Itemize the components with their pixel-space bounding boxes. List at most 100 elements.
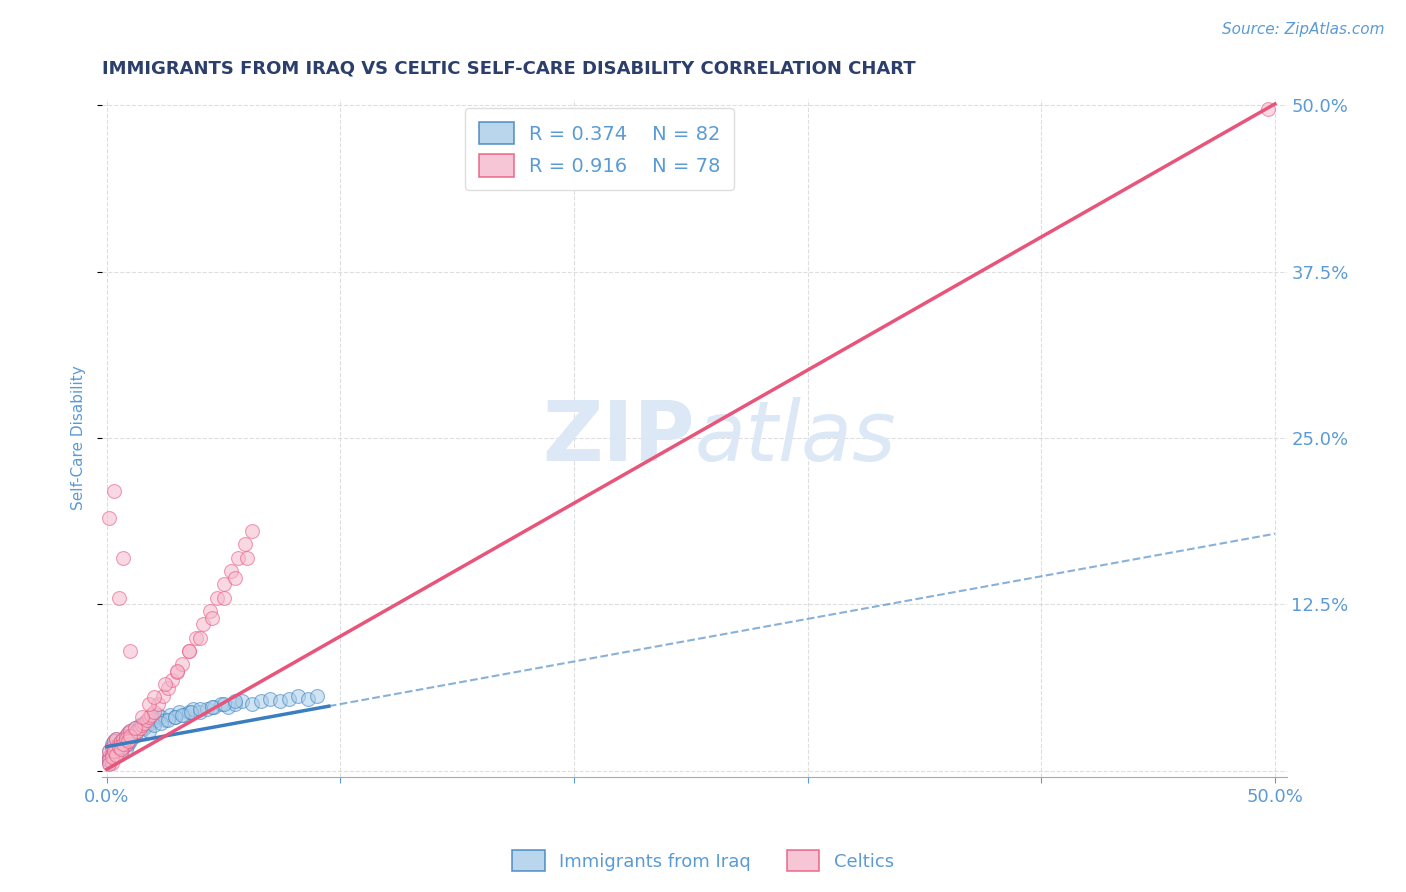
Point	[120, 731, 142, 746]
Point	[142, 710, 165, 724]
Point	[224, 694, 246, 708]
Point	[170, 657, 193, 672]
Point	[231, 694, 253, 708]
Point	[107, 742, 129, 756]
Point	[166, 664, 188, 678]
Point	[177, 644, 200, 658]
Point	[148, 707, 170, 722]
Point	[131, 718, 153, 732]
Point	[127, 723, 149, 738]
Point	[155, 713, 177, 727]
Point	[100, 756, 122, 770]
Point	[120, 734, 142, 748]
Point	[162, 673, 184, 687]
Point	[120, 729, 142, 743]
Point	[170, 707, 193, 722]
Point	[198, 604, 221, 618]
Point	[114, 737, 136, 751]
Point	[98, 750, 121, 764]
Point	[149, 715, 172, 730]
Point	[240, 697, 263, 711]
Point	[114, 729, 136, 743]
Point	[128, 718, 150, 732]
Point	[98, 753, 121, 767]
Point	[117, 734, 139, 748]
Point	[98, 743, 121, 757]
Point	[124, 721, 146, 735]
Point	[110, 745, 132, 759]
Point	[166, 665, 188, 679]
Point	[141, 707, 163, 722]
Text: Source: ZipAtlas.com: Source: ZipAtlas.com	[1222, 22, 1385, 37]
Point	[202, 699, 225, 714]
Point	[120, 729, 142, 743]
Point	[138, 697, 160, 711]
Point	[201, 699, 224, 714]
Point	[145, 713, 167, 727]
Point	[110, 742, 132, 756]
Point	[100, 739, 122, 754]
Point	[103, 750, 125, 764]
Point	[163, 710, 186, 724]
Point	[217, 699, 239, 714]
Point	[107, 742, 129, 756]
Point	[134, 715, 156, 730]
Point	[307, 689, 329, 703]
Point	[112, 737, 135, 751]
Point	[278, 691, 301, 706]
Point	[105, 747, 128, 762]
Point	[138, 710, 160, 724]
Point	[155, 677, 177, 691]
Point	[112, 550, 135, 565]
Point	[117, 726, 139, 740]
Point	[135, 718, 157, 732]
Point	[128, 721, 150, 735]
Point	[224, 697, 246, 711]
Point	[107, 739, 129, 754]
Point	[152, 689, 174, 703]
Point	[112, 739, 135, 754]
Point	[191, 617, 214, 632]
Point	[177, 705, 200, 719]
Point	[107, 591, 129, 605]
Point	[156, 713, 179, 727]
Legend: Immigrants from Iraq, Celtics: Immigrants from Iraq, Celtics	[505, 843, 901, 879]
Point	[131, 710, 153, 724]
Point	[163, 710, 186, 724]
Point	[98, 756, 121, 770]
Point	[114, 734, 136, 748]
Point	[212, 577, 235, 591]
Point	[259, 691, 281, 706]
Point	[98, 750, 121, 764]
Point	[195, 702, 218, 716]
Point	[120, 644, 142, 658]
Point	[100, 737, 122, 751]
Point	[188, 705, 211, 719]
Point	[177, 644, 200, 658]
Point	[127, 723, 149, 738]
Point	[100, 750, 122, 764]
Point	[124, 726, 146, 740]
Point	[131, 721, 153, 735]
Y-axis label: Self-Care Disability: Self-Care Disability	[72, 366, 86, 510]
Point	[107, 737, 129, 751]
Point	[297, 691, 319, 706]
Point	[148, 697, 170, 711]
Point	[181, 702, 204, 716]
Point	[117, 726, 139, 740]
Point	[105, 747, 128, 762]
Text: IMMIGRANTS FROM IRAQ VS CELTIC SELF-CARE DISABILITY CORRELATION CHART: IMMIGRANTS FROM IRAQ VS CELTIC SELF-CARE…	[103, 60, 915, 78]
Point	[128, 726, 150, 740]
Point	[117, 731, 139, 746]
Point	[103, 742, 125, 756]
Point	[110, 745, 132, 759]
Point	[149, 710, 172, 724]
Point	[98, 756, 121, 771]
Point	[250, 694, 273, 708]
Point	[188, 702, 211, 716]
Point	[212, 697, 235, 711]
Point	[103, 742, 125, 756]
Text: atlas: atlas	[695, 398, 896, 478]
Point	[224, 571, 246, 585]
Point	[233, 537, 256, 551]
